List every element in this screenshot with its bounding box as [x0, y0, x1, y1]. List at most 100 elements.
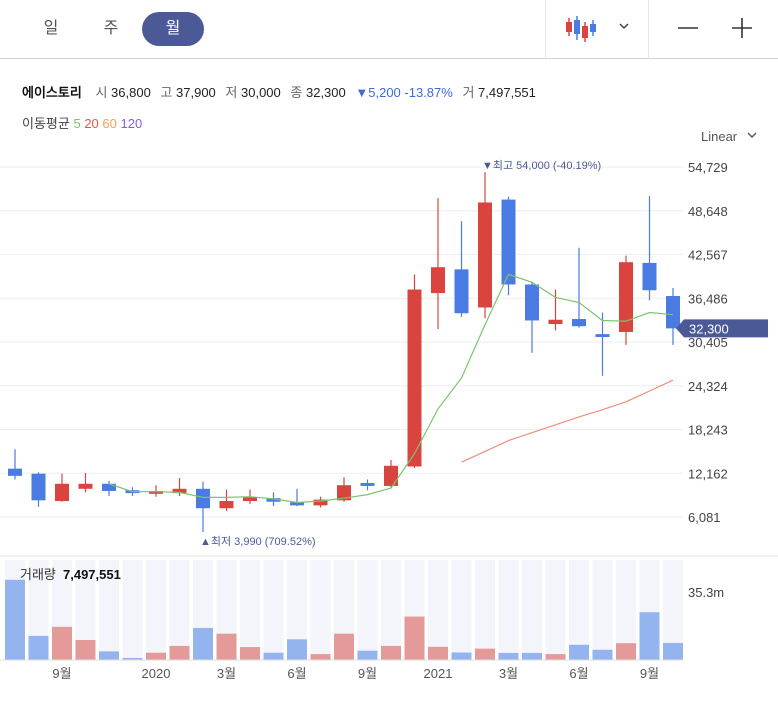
y-tick-label: 12,162 [688, 466, 728, 481]
volume-bar [639, 612, 660, 660]
x-tick-label: 6월 [287, 666, 306, 681]
candle-body [454, 269, 469, 314]
x-tick-label: 9월 [52, 666, 71, 681]
low-label: 저 [225, 85, 238, 100]
candle-body [172, 488, 187, 494]
volume-column-bg [381, 560, 401, 660]
ma-lines [108, 273, 674, 504]
y-tick-label: 42,567 [688, 248, 728, 263]
close-value: 32,300 [305, 85, 346, 100]
candle-body [595, 334, 610, 337]
volume-column-bg [99, 560, 119, 660]
candle-body [548, 319, 563, 325]
zoom-in-button[interactable] [726, 10, 758, 46]
chevron-down-icon [747, 132, 757, 138]
scale-selector[interactable]: Linear [701, 129, 759, 144]
volume-label: 거 [462, 85, 475, 100]
volume-column-bg [287, 560, 307, 660]
ma60-legend[interactable]: 60 [102, 116, 117, 131]
moving-average-legend: 이동평균 5 20 60 120 [22, 113, 142, 132]
current-price-label: 32,300 [689, 321, 729, 336]
volume-column-bg [616, 560, 636, 660]
max-price-annotation: ▼최고 54,000 (-40.19%) [482, 159, 601, 172]
volume-title-value: 7,497,551 [63, 567, 121, 582]
tab-week[interactable]: 주 [103, 20, 119, 37]
current-price-tag-bg [676, 319, 768, 338]
x-tick-label: 9월 [640, 666, 659, 681]
toolbar-divider [545, 0, 546, 58]
volume-bar [592, 649, 613, 660]
zoom-out-button[interactable] [672, 10, 704, 46]
ma5-line [108, 273, 674, 504]
volume-bar [52, 626, 72, 660]
volume-bar [663, 642, 683, 660]
candle-body [149, 490, 163, 494]
x-tick-label: 9월 [358, 666, 377, 681]
volume-column-bg [216, 560, 237, 660]
open-value: 36,800 [111, 85, 151, 100]
volume-bar [75, 640, 96, 660]
volume-bar [146, 652, 166, 660]
volume-tick: 35.3m [688, 585, 724, 600]
volume-column-bg [545, 560, 566, 660]
close-label: 종 [290, 85, 303, 100]
candle-body [8, 468, 22, 476]
minus-icon [678, 27, 698, 29]
volume-bar [240, 647, 260, 660]
volume-column-bg [5, 560, 25, 660]
volume-column-bg [639, 560, 660, 660]
candle-body [243, 497, 257, 502]
candle-body [431, 267, 445, 294]
candle-body [337, 485, 351, 501]
volume-bar [545, 654, 566, 660]
annotations: ▼최고 54,000 (-40.19%) ▲최저 3,990 (709.52%) [200, 159, 601, 548]
y-axis: 54,729 48,648 42,567 36,486 30,405 24,324 18,2… [688, 160, 728, 525]
volume-bar [451, 652, 472, 660]
volume-column-bg [310, 560, 331, 660]
candle-body [266, 498, 281, 502]
x-tick-label: 2020 [142, 666, 171, 681]
tab-day[interactable]: 일 [43, 20, 59, 37]
volume-column-bg [404, 560, 425, 660]
volume-value: 7,497,551 [478, 85, 536, 100]
ma5-legend[interactable]: 5 [73, 116, 81, 131]
chart-type-button[interactable] [562, 10, 602, 46]
volume-bar [569, 644, 589, 660]
high-value: 37,900 [176, 85, 216, 100]
chart-type-dropdown[interactable] [614, 10, 634, 46]
plus-icon [732, 18, 752, 38]
volume-bar [122, 657, 143, 660]
open-label: 시 [95, 85, 108, 100]
volume-bar [5, 579, 25, 660]
ma20-legend[interactable]: 20 [84, 116, 99, 131]
candle-body [619, 262, 633, 332]
volume-column-bg [569, 560, 589, 660]
candle-body [478, 202, 492, 308]
tab-month[interactable]: 월 [142, 12, 204, 46]
volume-column-bg [75, 560, 96, 660]
y-tick-label: 18,243 [688, 423, 728, 438]
volume-bar [381, 645, 401, 660]
ma120-legend[interactable]: 120 [120, 116, 143, 131]
volume-column-bg [357, 560, 378, 660]
y-tick-label: 36,486 [688, 291, 728, 306]
candle-body [360, 483, 375, 486]
volume-bar [216, 633, 237, 660]
candle-body [290, 502, 304, 506]
min-price-annotation: ▲최저 3,990 (709.52%) [200, 535, 316, 548]
volume-column-bg [122, 560, 143, 660]
volume-column-bg [240, 560, 260, 660]
volume-bar [357, 650, 378, 660]
ma20-line [461, 379, 674, 463]
candle-body [642, 262, 657, 291]
volume-title: 거래량 [20, 567, 56, 582]
volume-column-bg [663, 560, 683, 660]
candle-body [125, 490, 140, 494]
change-value: ▼5,200 [355, 85, 401, 100]
volume-column-bg [475, 560, 495, 660]
volume-bar [99, 651, 119, 660]
change-percent: -13.87% [404, 85, 453, 100]
volume-column-bg [498, 560, 519, 660]
candle-body [572, 319, 586, 327]
